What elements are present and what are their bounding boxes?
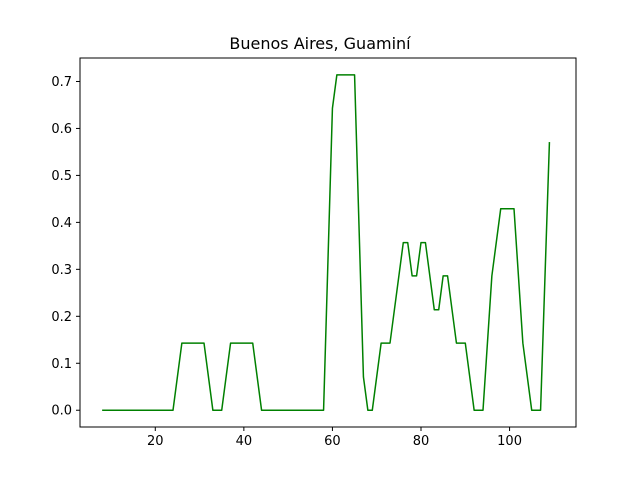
x-tick-label: 60 (324, 434, 341, 449)
y-tick-label: 0.5 (51, 169, 72, 184)
plot-area (102, 74, 551, 411)
x-tick-label: 100 (497, 434, 522, 449)
x-tick-label: 40 (236, 434, 253, 449)
y-tick-label: 0.3 (51, 263, 72, 278)
x-tick-label: 80 (413, 434, 430, 449)
y-tick-label: 0.4 (51, 216, 72, 231)
x-axis: 20 40 60 80 100 (147, 427, 522, 449)
series-line-0 (102, 74, 551, 411)
y-axis: 0.0 0.1 0.2 0.3 0.4 0.5 0.6 0.7 (51, 75, 80, 419)
chart-title: Buenos Aires, Guaminí (229, 34, 411, 53)
y-tick-label: 0.0 (51, 404, 72, 419)
x-tick-label: 20 (147, 434, 164, 449)
y-tick-label: 0.2 (51, 310, 72, 325)
y-tick-label: 0.7 (51, 75, 72, 90)
y-tick-label: 0.1 (51, 357, 72, 372)
y-tick-label: 0.6 (51, 122, 72, 137)
axes-frame (79, 57, 577, 428)
